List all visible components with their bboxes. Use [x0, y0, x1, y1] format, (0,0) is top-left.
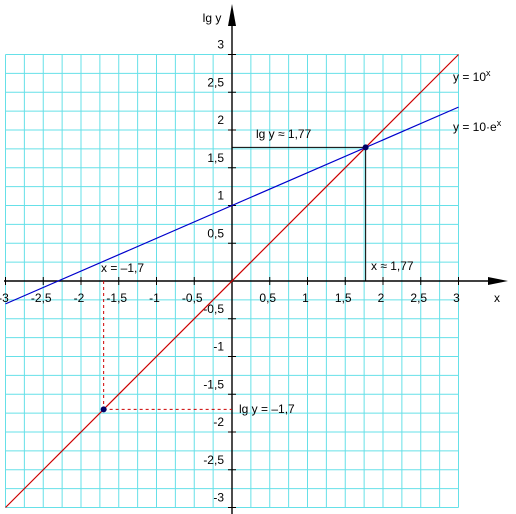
x-axis-arrow: [488, 277, 508, 285]
series-line-red: [5, 54, 459, 508]
y-axis-arrow: [228, 4, 236, 26]
y-tick-label: 3: [217, 38, 224, 52]
series-line-blue: [5, 106, 459, 305]
x-tick-label: -3: [0, 291, 9, 305]
x-tick-label: 2,5: [410, 291, 427, 305]
annotation-intersection-lgy: lg y ≈ 1,77: [256, 127, 312, 141]
x-tick-label: 3: [453, 291, 460, 305]
series-lines: [5, 54, 459, 508]
axes: [4, 4, 508, 514]
guide-lines: [103, 146, 367, 410]
annotation-intersection-x: x ≈ 1,77: [371, 259, 414, 273]
y-tick-label: -0,5: [203, 302, 224, 316]
intersection-point: [362, 144, 369, 151]
x-tick-label: -2,5: [31, 291, 52, 305]
y-tick-label: 2,5: [207, 75, 224, 89]
legend-series-blue: y = 10·ex: [453, 118, 502, 134]
x-tick-label: -2: [74, 291, 85, 305]
y-tick-label: -2: [213, 415, 224, 429]
x-tick-label: 1,5: [335, 291, 352, 305]
y-tick-label: -1,5: [203, 377, 224, 391]
x-tick-label: -0,5: [182, 291, 203, 305]
x-axis-label: x: [494, 291, 500, 305]
y-tick-label: 0,5: [207, 226, 224, 240]
x-tick-label: -1: [149, 291, 160, 305]
labels: -3 -2,5 -2 -1,5 -1 -0,5 0,5 1 1,5 2 2,5 3 3 2,5 2 1,5 1 0…: [0, 11, 502, 505]
legend-series-red: y = 10x: [453, 68, 491, 84]
x-tick-label: 2: [378, 291, 385, 305]
y-tick-label: -1: [213, 340, 224, 354]
y-tick-label: 1,5: [207, 151, 224, 165]
y-tick-label: -2,5: [203, 453, 224, 467]
x-tick-label: 0,5: [259, 291, 276, 305]
point-minus-1-7: [100, 406, 107, 413]
x-tick-label: 1: [302, 291, 309, 305]
y-tick-label: -3: [213, 491, 224, 505]
y-tick-label: 2: [217, 113, 224, 127]
x-tick-label: -1,5: [106, 291, 127, 305]
y-tick-label: 1: [217, 189, 224, 203]
annotation-point-x: x = –1,7: [101, 261, 144, 275]
y-axis-label: lg y: [203, 11, 222, 25]
data-points: [100, 144, 369, 413]
annotation-point-lgy: lg y = –1,7: [239, 402, 295, 416]
